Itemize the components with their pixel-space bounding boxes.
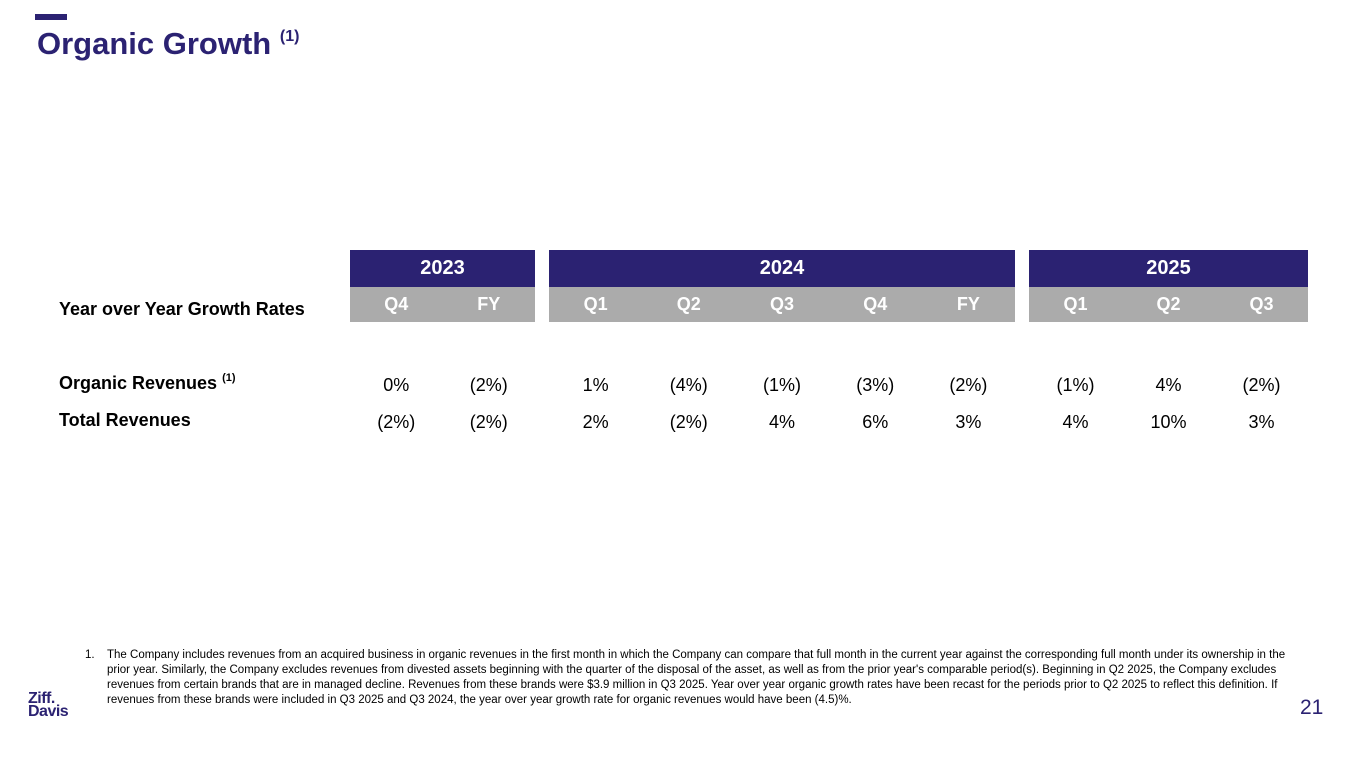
table-cell: 1%: [582, 375, 609, 395]
table-cell: 3%: [955, 412, 982, 432]
quarter-header: Q3: [770, 294, 795, 314]
table-cell: 4%: [1155, 375, 1182, 395]
ziff-davis-logo: Ziff. Davis: [28, 690, 69, 720]
row-label-text: Total Revenues: [59, 410, 191, 430]
table-cell: (2%): [377, 412, 416, 432]
year-header: 2024: [549, 250, 1015, 287]
logo-dot: .: [50, 690, 55, 707]
row-label-text: Organic Revenues: [59, 373, 218, 393]
quarter-header-row: Q1 Q2 Q3: [1029, 287, 1308, 322]
quarter-header-row: Q4 FY: [350, 287, 535, 322]
footnote-text: The Company includes revenues from an ac…: [107, 649, 1286, 706]
quarter-header: Q3: [1249, 294, 1274, 314]
table-cell: (2%): [469, 412, 508, 432]
table-cell: (2%): [669, 412, 708, 432]
quarter-header: Q2: [1156, 294, 1181, 314]
table-cell: 4%: [769, 412, 796, 432]
quarter-header-row: Q1 Q2 Q3 Q4 FY: [549, 287, 1015, 322]
table-cell: (3%): [856, 375, 895, 395]
year-header: 2025: [1029, 250, 1308, 287]
table-cell: (4%): [669, 375, 708, 395]
footnote-number: 1.: [85, 649, 95, 661]
quarter-header: Q4: [863, 294, 888, 314]
table-row: 2% (2%) 4% 6% 3%: [549, 404, 1015, 441]
table-cell: (2%): [469, 375, 508, 395]
page-title-text: Organic Growth: [37, 26, 272, 61]
table-cell: 6%: [862, 412, 889, 432]
year-group-2025: 2025 Q1 Q2 Q3 (1%) 4% (2%) 4% 10% 3%: [1029, 250, 1308, 450]
table-cell: (2%): [949, 375, 988, 395]
table-row: 4% 10% 3%: [1029, 404, 1308, 441]
row-label-total-revenues: Total Revenues: [59, 410, 191, 431]
table-cell: (1%): [763, 375, 802, 395]
logo-line2: Davis: [28, 703, 69, 720]
quarter-header: Q4: [384, 294, 409, 314]
table-row-header: Year over Year Growth Rates: [59, 299, 305, 319]
table-row: (1%) 4% (2%): [1029, 367, 1308, 404]
table-cell: 10%: [1150, 412, 1187, 432]
title-accent-bar: [35, 14, 67, 20]
row-label-organic-revenues: Organic Revenues (1): [59, 372, 236, 394]
year-group-2024: 2024 Q1 Q2 Q3 Q4 FY 1% (4%) (1%) (3%) (2…: [549, 250, 1015, 450]
page-number: 21: [1300, 696, 1324, 719]
table-cell: (2%): [1242, 375, 1281, 395]
table-cell: 4%: [1062, 412, 1089, 432]
table-row: (2%) (2%): [350, 404, 535, 441]
year-group-2023: 2023 Q4 FY 0% (2%) (2%) (2%): [350, 250, 535, 450]
page-title-footnote-ref: (1): [279, 27, 300, 45]
year-header: 2023: [350, 250, 535, 287]
quarter-header: Q2: [676, 294, 701, 314]
table-cell: 0%: [383, 375, 410, 395]
footnote: 1. The Company includes revenues from an…: [85, 648, 1290, 708]
quarter-header: Q1: [1063, 294, 1088, 314]
table-row: 1% (4%) (1%) (3%) (2%): [549, 367, 1015, 404]
table-row: 0% (2%): [350, 367, 535, 404]
row-label-footnote-ref: (1): [222, 372, 236, 384]
quarter-header: FY: [956, 294, 980, 314]
logo-line1: Ziff.: [28, 690, 68, 707]
table-cell: 2%: [582, 412, 609, 432]
quarter-header: FY: [477, 294, 501, 314]
quarter-header: Q1: [583, 294, 608, 314]
page-title: Organic Growth (1): [37, 26, 299, 62]
table-cell: (1%): [1056, 375, 1095, 395]
logo-text-davis: Davis: [28, 703, 69, 720]
table-cell: 3%: [1248, 412, 1275, 432]
logo-text-ziff: Ziff: [28, 690, 51, 707]
